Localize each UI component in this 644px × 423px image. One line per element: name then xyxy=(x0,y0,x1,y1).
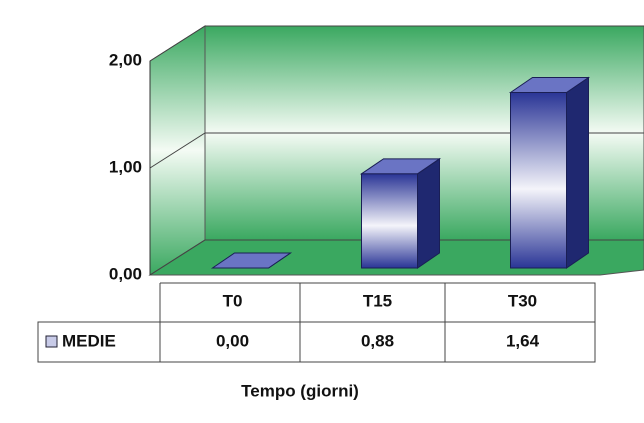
table-border xyxy=(37,282,596,363)
bar-face xyxy=(510,92,567,269)
x-tick-label: T15 xyxy=(363,291,392,310)
data-label: 0,00 xyxy=(216,331,249,350)
grid-line xyxy=(149,239,644,276)
grid-line xyxy=(149,25,644,62)
legend-label: MEDIE xyxy=(62,331,116,350)
bar xyxy=(359,157,442,269)
y-tick-label: 0,00 xyxy=(109,264,142,283)
grid-line xyxy=(149,132,644,169)
bar-face xyxy=(566,76,589,269)
x-tick-label: T30 xyxy=(508,291,537,310)
bar xyxy=(508,76,591,269)
bar xyxy=(210,252,293,269)
data-label: 1,64 xyxy=(506,331,540,350)
y-tick-label: 1,00 xyxy=(109,157,142,176)
y-tick-label: 2,00 xyxy=(109,50,142,69)
legend-swatch xyxy=(45,335,58,348)
x-tick-label: T0 xyxy=(223,291,243,310)
bar-face xyxy=(210,252,293,269)
data-label: 0,88 xyxy=(361,331,394,350)
x-axis-title: Tempo (giorni) xyxy=(241,381,359,400)
bar-face xyxy=(417,157,440,269)
bar-face xyxy=(361,173,418,269)
